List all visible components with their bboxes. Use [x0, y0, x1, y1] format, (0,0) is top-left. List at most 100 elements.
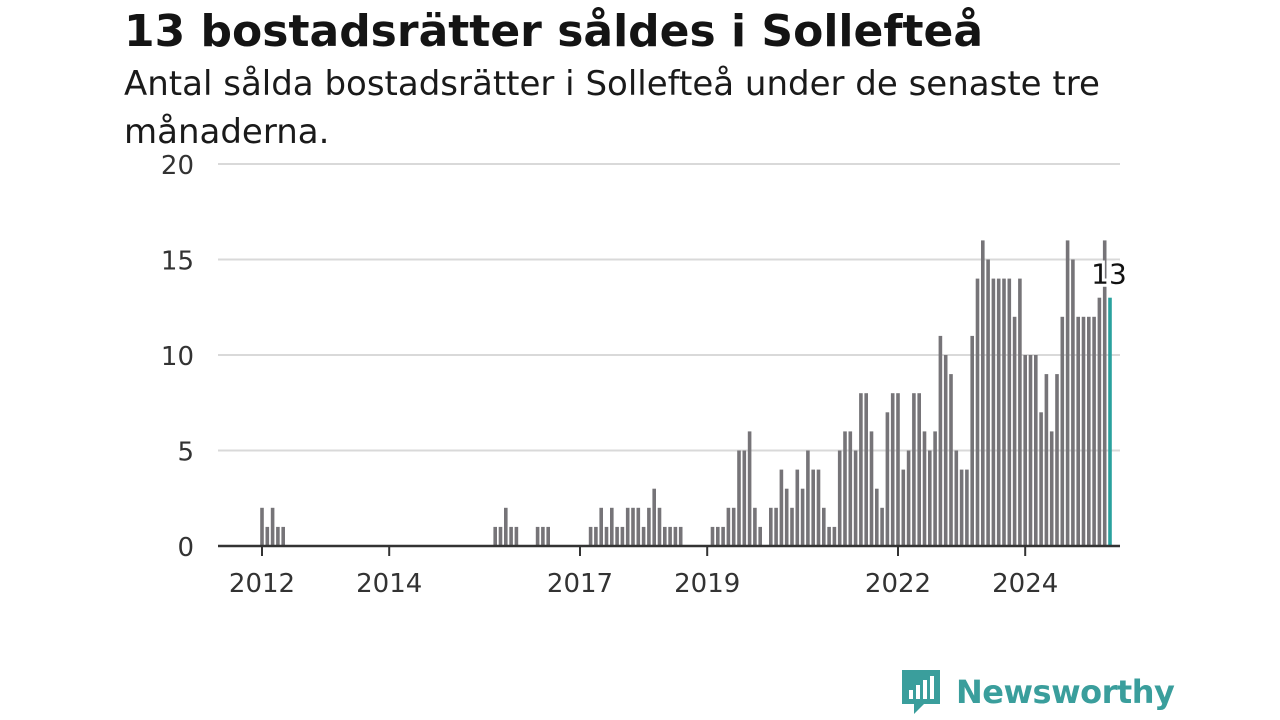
bar	[615, 526, 619, 546]
bar	[901, 469, 906, 546]
bar	[747, 431, 752, 546]
gridlines	[218, 163, 1120, 452]
bar	[509, 526, 513, 546]
bar	[588, 526, 593, 546]
bar	[546, 526, 550, 546]
bar	[943, 355, 948, 546]
bar	[880, 507, 884, 546]
bar	[806, 450, 810, 546]
bar	[1044, 374, 1049, 546]
bar	[991, 278, 996, 546]
bar	[906, 450, 911, 546]
bar	[1065, 240, 1070, 546]
bar	[965, 469, 969, 546]
bar	[986, 259, 990, 546]
bar	[917, 393, 921, 546]
bar	[710, 526, 715, 546]
bar	[1039, 412, 1043, 546]
bar	[599, 507, 603, 546]
bar	[981, 240, 985, 546]
bar	[1087, 316, 1091, 546]
bar	[933, 431, 937, 546]
bar	[647, 507, 651, 546]
brand-name: Newsworthy	[956, 673, 1175, 711]
bar	[493, 526, 497, 546]
bar	[610, 507, 614, 546]
bar	[498, 526, 503, 546]
bars	[260, 240, 1112, 546]
bar	[1007, 278, 1012, 546]
bar	[678, 526, 683, 546]
bar	[265, 526, 270, 546]
bar	[795, 469, 800, 546]
bar	[790, 507, 794, 546]
bar	[1049, 431, 1054, 546]
bar	[625, 507, 630, 546]
bar	[853, 450, 858, 546]
bar	[869, 431, 874, 546]
bar	[594, 526, 598, 546]
y-axis: 0 5 10 15 20	[161, 151, 194, 563]
bar	[896, 393, 900, 546]
bar	[270, 507, 275, 546]
bar	[811, 469, 815, 546]
bar	[737, 450, 741, 546]
bar	[1028, 355, 1033, 546]
bar	[641, 526, 646, 546]
y-tick-label: 0	[177, 533, 194, 563]
x-tick-label: 2022	[865, 569, 931, 599]
bar	[1060, 316, 1065, 546]
bar	[1034, 355, 1038, 546]
bar	[1076, 316, 1080, 546]
x-tick-label: 2024	[992, 569, 1058, 599]
y-tick-label: 15	[161, 247, 194, 277]
bar	[843, 431, 847, 546]
bar	[774, 507, 778, 546]
bar	[726, 507, 731, 546]
latest-value-label: 13	[1091, 258, 1127, 291]
bar	[938, 335, 943, 546]
bar	[1012, 316, 1017, 546]
bar	[975, 278, 980, 546]
bar	[541, 526, 545, 546]
bar	[260, 507, 264, 546]
bar	[731, 507, 736, 546]
bar	[954, 450, 959, 546]
bar	[769, 507, 773, 546]
bar	[620, 526, 625, 546]
bar	[779, 469, 784, 546]
bar	[822, 507, 826, 546]
bar	[848, 431, 853, 546]
bar	[859, 393, 863, 546]
bar-latest	[1108, 297, 1112, 546]
bar	[652, 488, 656, 546]
bar	[663, 526, 667, 546]
bar	[996, 278, 1001, 546]
bar	[864, 393, 868, 546]
x-axis: 2012 2014 2017 2019 2022 2024	[229, 546, 1058, 599]
bar	[1055, 374, 1059, 546]
chart-title: 13 bostadsrätter såldes i Sollefteå	[124, 6, 984, 57]
bar	[276, 526, 280, 546]
annotations: 13	[1088, 255, 1130, 294]
bar	[758, 526, 762, 546]
bar	[721, 526, 725, 546]
bar	[504, 507, 508, 546]
x-tick-label: 2017	[547, 569, 613, 599]
bar	[1092, 316, 1096, 546]
bar	[1023, 355, 1027, 546]
bar	[959, 469, 964, 546]
bar	[832, 526, 837, 546]
bar	[912, 393, 916, 546]
bar	[281, 526, 285, 546]
bar	[1102, 240, 1107, 546]
bar	[1002, 278, 1006, 546]
bar	[604, 526, 609, 546]
bar	[949, 374, 953, 546]
bar	[875, 488, 879, 546]
newsworthy-brand: Newsworthy	[900, 668, 1175, 716]
bar	[1071, 259, 1075, 546]
bar	[827, 526, 831, 546]
bar	[1097, 297, 1102, 546]
